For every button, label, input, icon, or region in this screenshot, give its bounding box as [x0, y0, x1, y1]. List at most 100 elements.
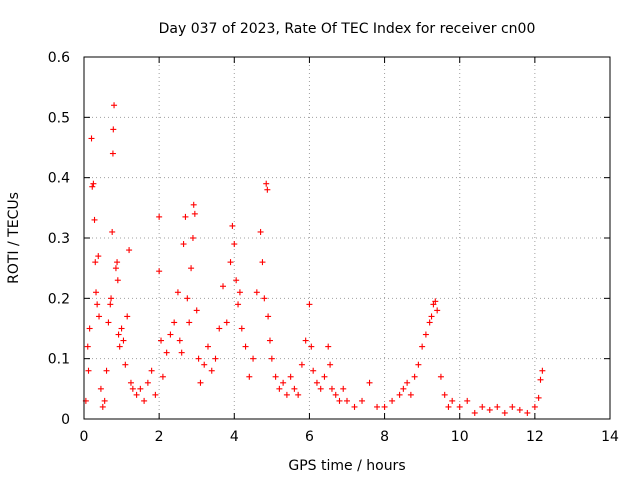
- data-point: [156, 268, 163, 275]
- data-point: [328, 385, 335, 392]
- data-point: [539, 367, 546, 374]
- y-tick-label: 0.1: [48, 352, 70, 368]
- data-point: [276, 385, 283, 392]
- data-point: [116, 343, 123, 350]
- data-point: [509, 403, 516, 410]
- data-point: [144, 379, 151, 386]
- data-point: [97, 385, 104, 392]
- data-point: [471, 409, 478, 416]
- data-point: [204, 343, 211, 350]
- data-point: [359, 397, 366, 404]
- data-point: [327, 361, 334, 368]
- x-axis-title: GPS time / hours: [288, 458, 405, 474]
- data-point: [137, 385, 144, 392]
- data-point: [91, 216, 98, 223]
- data-point: [266, 337, 273, 344]
- data-point: [298, 361, 305, 368]
- data-point: [494, 403, 501, 410]
- data-point: [381, 403, 388, 410]
- data-point: [524, 409, 531, 416]
- data-point: [344, 397, 350, 404]
- data-point: [201, 361, 208, 368]
- data-point: [223, 319, 230, 326]
- data-point: [325, 343, 332, 350]
- data-point: [188, 265, 195, 272]
- data-point: [111, 102, 118, 109]
- data-point: [107, 301, 114, 308]
- data-point: [291, 385, 298, 392]
- data-point: [84, 343, 91, 350]
- data-point: [259, 259, 266, 266]
- x-tick-label: 12: [526, 429, 544, 445]
- data-point: [108, 295, 115, 302]
- data-point: [426, 319, 433, 326]
- data-point: [501, 409, 508, 416]
- data-point: [263, 180, 270, 187]
- x-tick-label: 8: [380, 429, 389, 445]
- data-point: [133, 391, 140, 398]
- data-point: [159, 373, 166, 380]
- data-point: [189, 235, 196, 241]
- data-point: [268, 355, 275, 362]
- data-point: [310, 367, 317, 374]
- data-point: [317, 385, 324, 392]
- data-point: [336, 397, 343, 404]
- data-point: [156, 213, 163, 220]
- data-point: [95, 253, 102, 260]
- grid: [84, 57, 610, 419]
- data-point: [332, 391, 339, 398]
- data-point: [220, 283, 227, 290]
- data-point: [114, 277, 121, 284]
- data-point: [212, 355, 219, 362]
- data-point: [85, 367, 92, 374]
- data-point: [92, 259, 99, 266]
- data-point: [396, 391, 403, 398]
- data-point: [302, 337, 309, 344]
- y-axis-title: ROTI / TECUs: [6, 192, 22, 284]
- data-point: [195, 355, 202, 362]
- data-point: [537, 376, 544, 383]
- data-point: [486, 406, 493, 413]
- x-tick-label: 6: [305, 429, 314, 445]
- y-tick-label: 0.2: [48, 291, 70, 307]
- data-point: [191, 210, 198, 217]
- data-point: [118, 325, 125, 332]
- data-point: [389, 397, 396, 404]
- data-point: [238, 325, 245, 332]
- data-point: [227, 259, 234, 266]
- data-point: [445, 403, 452, 410]
- data-point: [257, 228, 264, 235]
- data-point: [171, 319, 178, 326]
- data-point: [272, 373, 279, 380]
- data-point: [407, 391, 414, 398]
- data-point: [197, 379, 204, 386]
- data-point: [516, 406, 523, 413]
- data-point: [88, 135, 95, 142]
- y-tick-label: 0.3: [48, 231, 70, 247]
- data-point: [428, 313, 435, 320]
- data-point: [313, 379, 320, 386]
- data-point: [479, 403, 486, 410]
- data-point: [231, 241, 238, 248]
- data-point: [167, 331, 174, 338]
- data-point: [295, 391, 302, 398]
- data-point: [115, 331, 122, 338]
- data-point: [178, 349, 185, 356]
- data-point: [184, 295, 191, 302]
- data-point: [193, 307, 200, 314]
- data-point: [86, 325, 93, 332]
- data-point: [430, 301, 437, 308]
- data-point: [250, 355, 257, 362]
- data-points: [82, 102, 546, 416]
- x-tick-label: 2: [155, 429, 164, 445]
- data-point: [419, 343, 426, 350]
- y-tick-label: 0.5: [48, 110, 70, 126]
- data-point: [411, 373, 418, 380]
- data-point: [186, 319, 193, 326]
- x-tick-label: 4: [230, 429, 239, 445]
- axes: 0 2 4 6 8 10 12 14 0 0.1 0.2 0.3 0.4 0.5 0.6: [48, 50, 619, 445]
- data-point: [283, 391, 290, 398]
